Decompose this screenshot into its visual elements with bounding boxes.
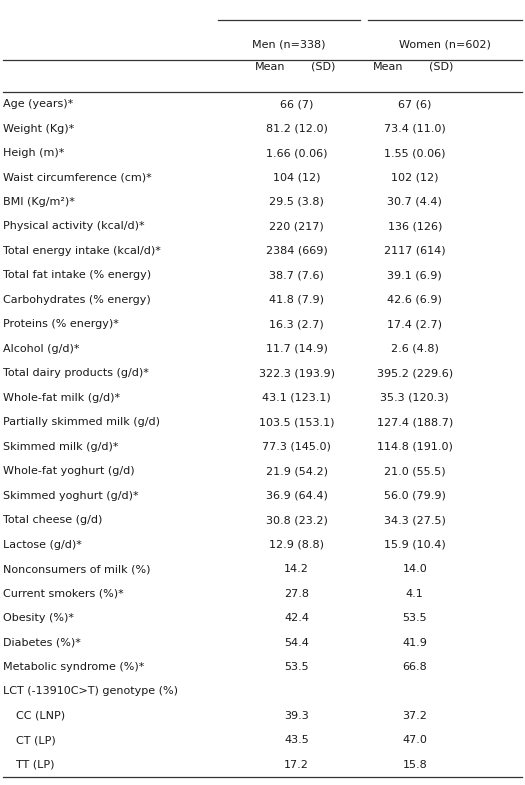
Text: 81.2 (12.0): 81.2 (12.0) [266,123,328,133]
Text: 16.3 (2.7): 16.3 (2.7) [269,319,324,330]
Text: 34.3 (27.5): 34.3 (27.5) [384,515,446,525]
Text: 17.4 (2.7): 17.4 (2.7) [387,319,442,330]
Text: Age (years)*: Age (years)* [3,99,73,109]
Text: 41.8 (7.9): 41.8 (7.9) [269,295,324,305]
Text: 54.4: 54.4 [284,637,309,648]
Text: CC (LNP): CC (LNP) [16,711,65,721]
Text: 102 (12): 102 (12) [391,173,438,182]
Text: Skimmed yoghurt (g/d)*: Skimmed yoghurt (g/d)* [3,491,138,501]
Text: 15.8: 15.8 [402,760,427,770]
Text: 77.3 (145.0): 77.3 (145.0) [262,442,331,451]
Text: 14.2: 14.2 [284,564,309,574]
Text: Total fat intake (% energy): Total fat intake (% energy) [3,270,151,280]
Text: Physical activity (kcal/d)*: Physical activity (kcal/d)* [3,221,144,232]
Text: 73.4 (11.0): 73.4 (11.0) [384,123,446,133]
Text: Women (n=602): Women (n=602) [399,40,491,49]
Text: 30.7 (4.4): 30.7 (4.4) [387,197,442,207]
Text: 56.0 (79.9): 56.0 (79.9) [384,491,446,501]
Text: Whole-fat milk (g/d)*: Whole-fat milk (g/d)* [3,392,120,403]
Text: 15.9 (10.4): 15.9 (10.4) [384,539,446,550]
Text: 136 (126): 136 (126) [387,221,442,232]
Text: Heigh (m)*: Heigh (m)* [3,148,64,158]
Text: 2384 (669): 2384 (669) [266,246,328,256]
Text: 66 (7): 66 (7) [280,99,313,109]
Text: Total energy intake (kcal/d)*: Total energy intake (kcal/d)* [3,246,161,256]
Text: Proteins (% energy)*: Proteins (% energy)* [3,319,119,330]
Text: 36.9 (64.4): 36.9 (64.4) [266,491,328,501]
Text: 104 (12): 104 (12) [273,173,320,182]
Text: 103.5 (153.1): 103.5 (153.1) [259,418,334,427]
Text: 66.8: 66.8 [402,662,427,672]
Text: Waist circumference (cm)*: Waist circumference (cm)* [3,173,151,182]
Text: Carbohydrates (% energy): Carbohydrates (% energy) [3,295,150,305]
Text: 37.2: 37.2 [402,711,427,721]
Text: 29.5 (3.8): 29.5 (3.8) [269,197,324,207]
Text: Weight (Kg)*: Weight (Kg)* [3,123,74,133]
Text: 53.5: 53.5 [285,662,309,672]
Text: 67 (6): 67 (6) [398,99,432,109]
Text: Partially skimmed milk (g/d): Partially skimmed milk (g/d) [3,418,160,427]
Text: 42.6 (6.9): 42.6 (6.9) [387,295,442,305]
Text: 43.1 (123.1): 43.1 (123.1) [262,392,331,403]
Text: 38.7 (7.6): 38.7 (7.6) [269,270,324,280]
Text: 1.55 (0.06): 1.55 (0.06) [384,148,446,158]
Text: Diabetes (%)*: Diabetes (%)* [3,637,80,648]
Text: 47.0: 47.0 [402,736,427,746]
Text: Mean: Mean [255,62,286,71]
Text: 11.7 (14.9): 11.7 (14.9) [266,344,328,354]
Text: (SD): (SD) [311,62,335,71]
Text: Lactose (g/d)*: Lactose (g/d)* [3,539,81,550]
Text: 127.4 (188.7): 127.4 (188.7) [376,418,453,427]
Text: TT (LP): TT (LP) [16,760,54,770]
Text: Current smokers (%)*: Current smokers (%)* [3,589,123,599]
Text: Skimmed milk (g/d)*: Skimmed milk (g/d)* [3,442,118,451]
Text: 21.0 (55.5): 21.0 (55.5) [384,466,446,476]
Text: 21.9 (54.2): 21.9 (54.2) [266,466,328,476]
Text: Total dairy products (g/d)*: Total dairy products (g/d)* [3,368,149,378]
Text: 114.8 (191.0): 114.8 (191.0) [377,442,453,451]
Text: Metabolic syndrome (%)*: Metabolic syndrome (%)* [3,662,144,672]
Text: Men (n=338): Men (n=338) [252,40,326,49]
Text: 2117 (614): 2117 (614) [384,246,446,256]
Text: 395.2 (229.6): 395.2 (229.6) [377,368,453,378]
Text: 17.2: 17.2 [284,760,309,770]
Text: Total cheese (g/d): Total cheese (g/d) [3,515,102,525]
Text: LCT (-13910C>T) genotype (%): LCT (-13910C>T) genotype (%) [3,687,177,696]
Text: 39.1 (6.9): 39.1 (6.9) [387,270,442,280]
Text: Obesity (%)*: Obesity (%)* [3,613,74,623]
Text: BMI (Kg/m²)*: BMI (Kg/m²)* [3,197,75,207]
Text: 43.5: 43.5 [284,736,309,746]
Text: CT (LP): CT (LP) [16,736,56,746]
Text: 39.3: 39.3 [284,711,309,721]
Text: 27.8: 27.8 [284,589,309,599]
Text: Nonconsumers of milk (%): Nonconsumers of milk (%) [3,564,150,574]
Text: 12.9 (8.8): 12.9 (8.8) [269,539,324,550]
Text: 4.1: 4.1 [406,589,424,599]
Text: 2.6 (4.8): 2.6 (4.8) [391,344,439,354]
Text: Mean: Mean [373,62,404,71]
Text: 35.3 (120.3): 35.3 (120.3) [381,392,449,403]
Text: Whole-fat yoghurt (g/d): Whole-fat yoghurt (g/d) [3,466,134,476]
Text: (SD): (SD) [429,62,453,71]
Text: 220 (217): 220 (217) [269,221,324,232]
Text: 1.66 (0.06): 1.66 (0.06) [266,148,328,158]
Text: 30.8 (23.2): 30.8 (23.2) [266,515,328,525]
Text: 322.3 (193.9): 322.3 (193.9) [259,368,334,378]
Text: 41.9: 41.9 [402,637,427,648]
Text: 14.0: 14.0 [402,564,427,574]
Text: 53.5: 53.5 [403,613,427,623]
Text: Alcohol (g/d)*: Alcohol (g/d)* [3,344,79,354]
Text: 42.4: 42.4 [284,613,309,623]
